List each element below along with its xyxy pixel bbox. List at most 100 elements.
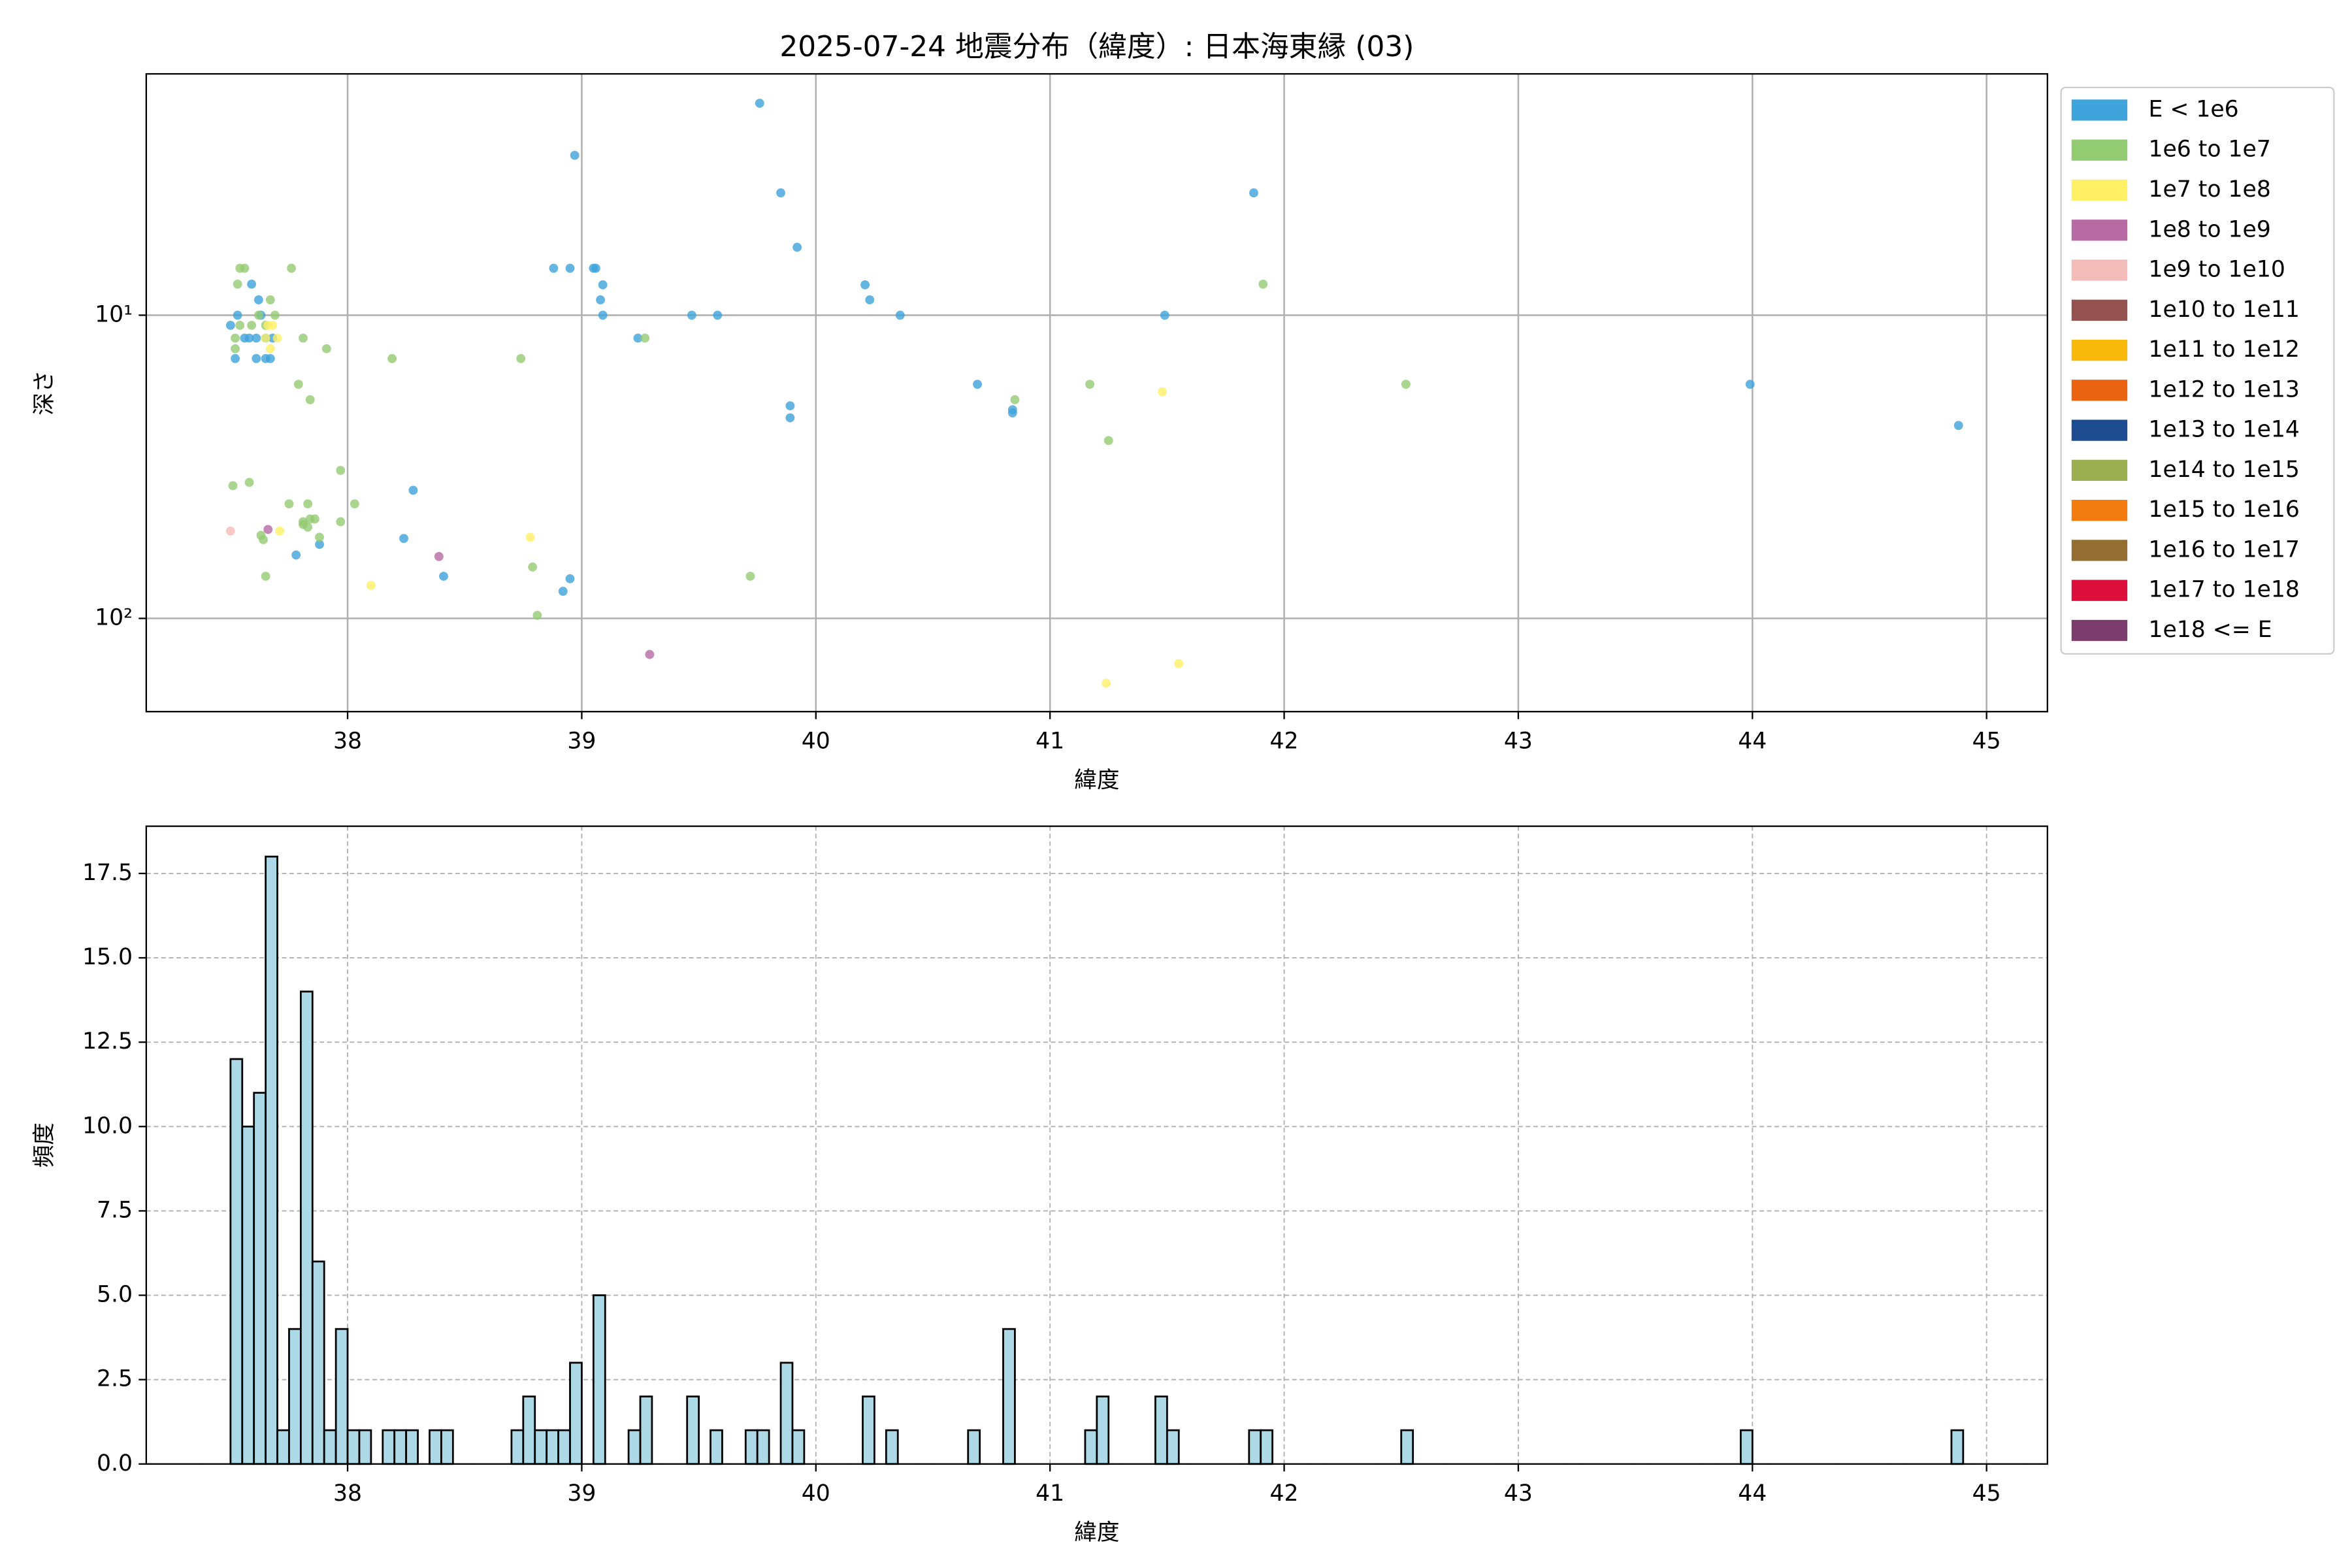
- data-point: [745, 572, 755, 581]
- data-point: [259, 535, 268, 544]
- data-point: [532, 610, 542, 620]
- data-point: [261, 572, 270, 581]
- histogram-bar: [686, 1396, 700, 1465]
- data-point: [303, 522, 313, 532]
- data-point: [973, 380, 982, 389]
- data-point: [247, 321, 257, 330]
- data-point: [293, 380, 303, 389]
- legend-box: [2060, 86, 2335, 655]
- data-point: [755, 99, 764, 108]
- data-point: [233, 280, 242, 289]
- data-point: [240, 263, 250, 273]
- data-point: [233, 310, 242, 320]
- data-point: [687, 310, 696, 320]
- data-point: [305, 395, 315, 404]
- data-point: [252, 333, 261, 343]
- histogram-bar: [791, 1429, 806, 1465]
- y-tick-label: 10¹: [95, 301, 133, 327]
- data-point: [1085, 380, 1095, 389]
- histogram-bar: [744, 1429, 759, 1465]
- data-point: [272, 333, 282, 343]
- x-tick-label: 40: [802, 728, 830, 754]
- legend-swatch: [2071, 179, 2128, 201]
- histogram-bar: [346, 1429, 361, 1465]
- chart-title: 2025-07-24 地震分布（緯度）: 日本海東縁 (03): [779, 30, 1414, 63]
- data-point: [321, 344, 331, 353]
- data-point: [591, 263, 600, 273]
- histogram-bar: [1002, 1328, 1016, 1465]
- x-tick-label: 45: [1972, 1480, 2001, 1507]
- legend-label: 1e9 to 1e10: [2148, 257, 2285, 283]
- legend-label: 1e13 to 1e14: [2148, 417, 2299, 443]
- x-tick-label: 42: [1270, 1480, 1299, 1507]
- histogram-bar: [288, 1328, 302, 1465]
- y-tick-label: 0.0: [97, 1450, 133, 1477]
- legend-swatch: [2071, 339, 2128, 361]
- data-point: [549, 263, 559, 273]
- data-point: [1258, 280, 1268, 289]
- legend-label: 1e15 to 1e16: [2148, 497, 2299, 523]
- data-point: [558, 587, 568, 596]
- data-point: [1010, 395, 1020, 404]
- x-tick-label: 43: [1504, 728, 1533, 754]
- data-point: [247, 280, 257, 289]
- histogram-bar: [335, 1328, 349, 1465]
- data-point: [565, 574, 575, 583]
- legend-label: 1e17 to 1e18: [2148, 577, 2299, 603]
- data-point: [336, 517, 346, 527]
- histogram-bar: [241, 1125, 255, 1465]
- legend-label: 1e10 to 1e11: [2148, 297, 2299, 323]
- legend-swatch: [2071, 619, 2128, 642]
- legend-label: E < 1e6: [2148, 96, 2238, 122]
- y-tick-label: 7.5: [97, 1197, 133, 1223]
- data-point: [287, 263, 296, 273]
- legend-label: 1e14 to 1e15: [2148, 457, 2299, 483]
- data-point: [244, 478, 254, 487]
- data-point: [228, 481, 238, 491]
- data-point: [528, 562, 538, 572]
- histogram-bar: [229, 1058, 244, 1465]
- x-tick-label: 39: [567, 728, 596, 754]
- y-tick-label: 10²: [95, 605, 133, 631]
- histogram-bar: [756, 1429, 770, 1465]
- data-point: [268, 321, 278, 330]
- histogram-bar: [440, 1429, 454, 1465]
- histogram-bar: [1739, 1429, 1754, 1465]
- histogram-bar: [265, 855, 278, 1465]
- data-point: [713, 310, 723, 320]
- data-point: [1160, 310, 1169, 320]
- legend-swatch: [2071, 580, 2128, 601]
- histogram-bar: [534, 1429, 548, 1465]
- data-point: [792, 242, 802, 252]
- y-axis-label: 深さ: [31, 370, 57, 416]
- legend-swatch: [2071, 500, 2128, 521]
- legend-label: 1e18 <= E: [2148, 617, 2272, 643]
- legend-swatch: [2071, 380, 2128, 401]
- data-point: [865, 295, 875, 304]
- y-axis-label: 頻度: [31, 1122, 57, 1168]
- data-point: [225, 526, 235, 536]
- histogram-bar: [592, 1294, 606, 1465]
- histogram-bar: [627, 1429, 642, 1465]
- histogram-bar: [276, 1429, 290, 1465]
- histogram-bar: [1084, 1429, 1098, 1465]
- data-point: [252, 353, 261, 363]
- legend-swatch: [2071, 459, 2128, 482]
- histogram-bar: [311, 1260, 325, 1465]
- data-point: [596, 295, 606, 304]
- histogram-bar: [299, 990, 314, 1465]
- x-axis-label: 緯度: [1074, 1520, 1119, 1546]
- x-tick-label: 44: [1738, 728, 1767, 754]
- data-point: [265, 353, 275, 363]
- data-point: [1158, 387, 1168, 397]
- data-point: [785, 413, 795, 423]
- data-point: [275, 526, 285, 536]
- histogram-bar: [546, 1429, 559, 1465]
- data-point: [231, 333, 240, 343]
- data-point: [434, 551, 444, 561]
- histogram-bar: [1248, 1429, 1262, 1465]
- data-point: [1249, 188, 1258, 198]
